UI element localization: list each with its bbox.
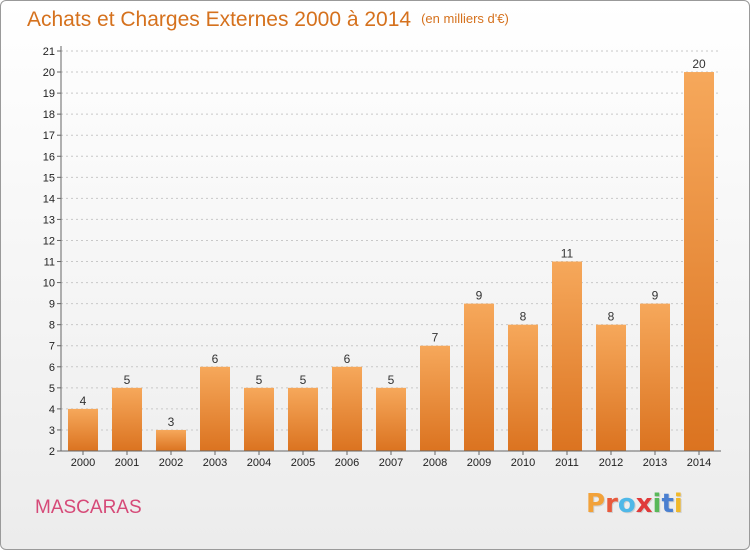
x-tick-label: 2013: [643, 457, 667, 469]
bar-2010: [508, 324, 538, 451]
x-tick-label: 2007: [379, 457, 403, 469]
logo-letter: x: [635, 489, 653, 519]
bar-value-label: 8: [608, 310, 615, 324]
y-tick-label: 4: [49, 404, 55, 416]
y-tick-label: 16: [43, 151, 55, 163]
bar-value-label: 6: [344, 352, 351, 366]
bar-value-label: 5: [300, 373, 307, 387]
bar-value-label: 11: [561, 247, 574, 261]
bar-value-label: 4: [80, 394, 87, 408]
bar-value-label: 6: [212, 352, 219, 366]
bar-2004: [244, 387, 274, 451]
y-tick-label: 7: [49, 341, 55, 353]
bar-2007: [376, 387, 406, 451]
bar-2001: [112, 387, 142, 451]
y-tick-label: 5: [49, 383, 55, 395]
bar-2014: [684, 72, 714, 451]
bar-value-label: 3: [168, 415, 175, 429]
x-tick-label: 2011: [555, 457, 579, 469]
y-tick-label: 3: [49, 425, 55, 437]
logo-letter: i: [673, 489, 683, 519]
x-tick-label: 2001: [115, 457, 139, 469]
bar-value-label: 8: [520, 310, 527, 324]
y-tick-label: 2: [49, 446, 55, 458]
x-tick-label: 2005: [291, 457, 315, 469]
logo-letter: i: [652, 489, 662, 519]
commune-name: MASCARAS: [35, 497, 142, 518]
bar-2003: [200, 366, 230, 451]
logo-letter: o: [617, 489, 636, 519]
y-tick-label: 11: [44, 257, 55, 269]
y-tick-label: 9: [49, 299, 55, 311]
y-tick-label: 10: [43, 278, 55, 290]
bar-2000: [68, 408, 98, 451]
bar-value-label: 7: [432, 331, 439, 345]
bar-2006: [332, 366, 362, 451]
bar-2012: [596, 324, 626, 451]
y-tick-label: 20: [43, 67, 55, 79]
bar-2002: [156, 429, 186, 451]
y-tick-label: 15: [43, 172, 55, 184]
chart-title: Achats et Charges Externes 2000 à 2014 (e…: [27, 8, 509, 32]
bar-value-label: 5: [124, 373, 131, 387]
y-tick-label: 19: [43, 88, 55, 100]
bar-value-label: 9: [476, 289, 483, 303]
x-tick-label: 2004: [247, 457, 271, 469]
y-tick-label: 8: [49, 320, 55, 332]
proxiti-logo: Proxiti: [586, 489, 683, 519]
x-tick-label: 2014: [687, 457, 711, 469]
bar-value-label: 20: [692, 57, 706, 71]
x-tick-label: 2006: [335, 457, 359, 469]
y-tick-label: 14: [43, 193, 55, 205]
x-tick-label: 2000: [71, 457, 95, 469]
y-tick-label: 13: [43, 214, 55, 226]
bar-2013: [640, 303, 670, 451]
bar-2005: [288, 387, 318, 451]
chart-unit: (en milliers d'€): [421, 11, 509, 26]
bar-2009: [464, 303, 494, 451]
x-tick-label: 2009: [467, 457, 491, 469]
logo-letter: r: [605, 489, 618, 519]
x-tick-label: 2003: [203, 457, 227, 469]
y-tick-label: 18: [43, 109, 55, 121]
x-tick-label: 2008: [423, 457, 447, 469]
chart-title-text: Achats et Charges Externes 2000 à 2014: [27, 8, 412, 31]
logo-letter: t: [661, 489, 674, 519]
logo-letter: P: [586, 489, 606, 519]
x-tick-label: 2010: [511, 457, 535, 469]
x-tick-label: 2012: [599, 457, 623, 469]
y-tick-label: 6: [49, 362, 55, 374]
y-tick-label: 17: [43, 130, 55, 142]
bar-value-label: 5: [388, 373, 395, 387]
x-tick-label: 2002: [159, 457, 183, 469]
y-tick-label: 12: [43, 235, 55, 247]
bar-value-label: 5: [256, 373, 263, 387]
bar-2008: [420, 345, 450, 451]
y-tick-label: 21: [43, 46, 55, 58]
bar-2011: [552, 261, 582, 451]
bar-value-label: 9: [652, 289, 659, 303]
